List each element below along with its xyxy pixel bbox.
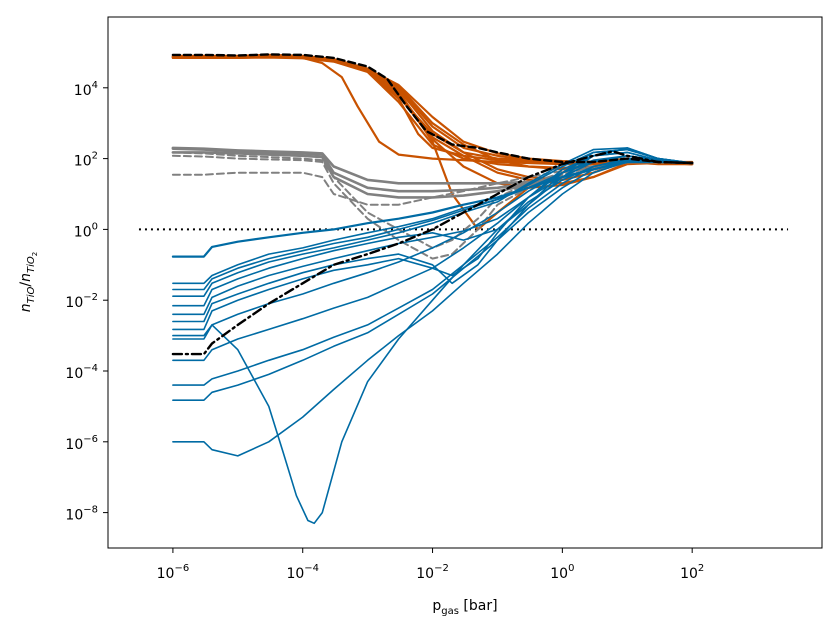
y-axis-label: nTiO/nTiO2 xyxy=(18,252,39,312)
x-tick-label: 10−2 xyxy=(416,563,449,582)
series-line-blue-13 xyxy=(172,161,693,457)
series-layer xyxy=(138,53,789,525)
series-line-blue-9 xyxy=(172,155,693,340)
series-line-blue-14 xyxy=(172,159,693,525)
y-tick-label: 104 xyxy=(74,80,98,99)
y-tick-label: 10−6 xyxy=(65,434,98,453)
x-tick-label: 10−6 xyxy=(157,563,190,582)
series-line-blue-12 xyxy=(172,159,693,401)
x-tick-label: 102 xyxy=(680,563,704,582)
plot-frame xyxy=(107,16,823,549)
y-tick-label: 102 xyxy=(74,151,98,170)
y-tick-label: 10−4 xyxy=(65,363,98,382)
x-tick-label: 100 xyxy=(550,563,574,582)
y-tick-label: 100 xyxy=(74,221,98,240)
y-axis-ticks: 104 102 100 10−2 10−4 10−6 10−8 xyxy=(65,80,108,524)
series-line-black-dashdot xyxy=(171,150,694,356)
svg-text:nTiO/nTiO2: nTiO/nTiO2 xyxy=(18,252,39,312)
y-tick-label: 10−8 xyxy=(65,505,98,524)
x-axis-ticks: 10−6 10−4 10−2 100 102 xyxy=(157,548,704,582)
y-tick-label: 10−2 xyxy=(65,292,98,311)
series-line-black-dashed xyxy=(171,53,694,165)
series-line-blue-6 xyxy=(172,148,693,316)
series-line-blue-4 xyxy=(172,147,693,297)
x-tick-label: 10−4 xyxy=(286,563,319,582)
